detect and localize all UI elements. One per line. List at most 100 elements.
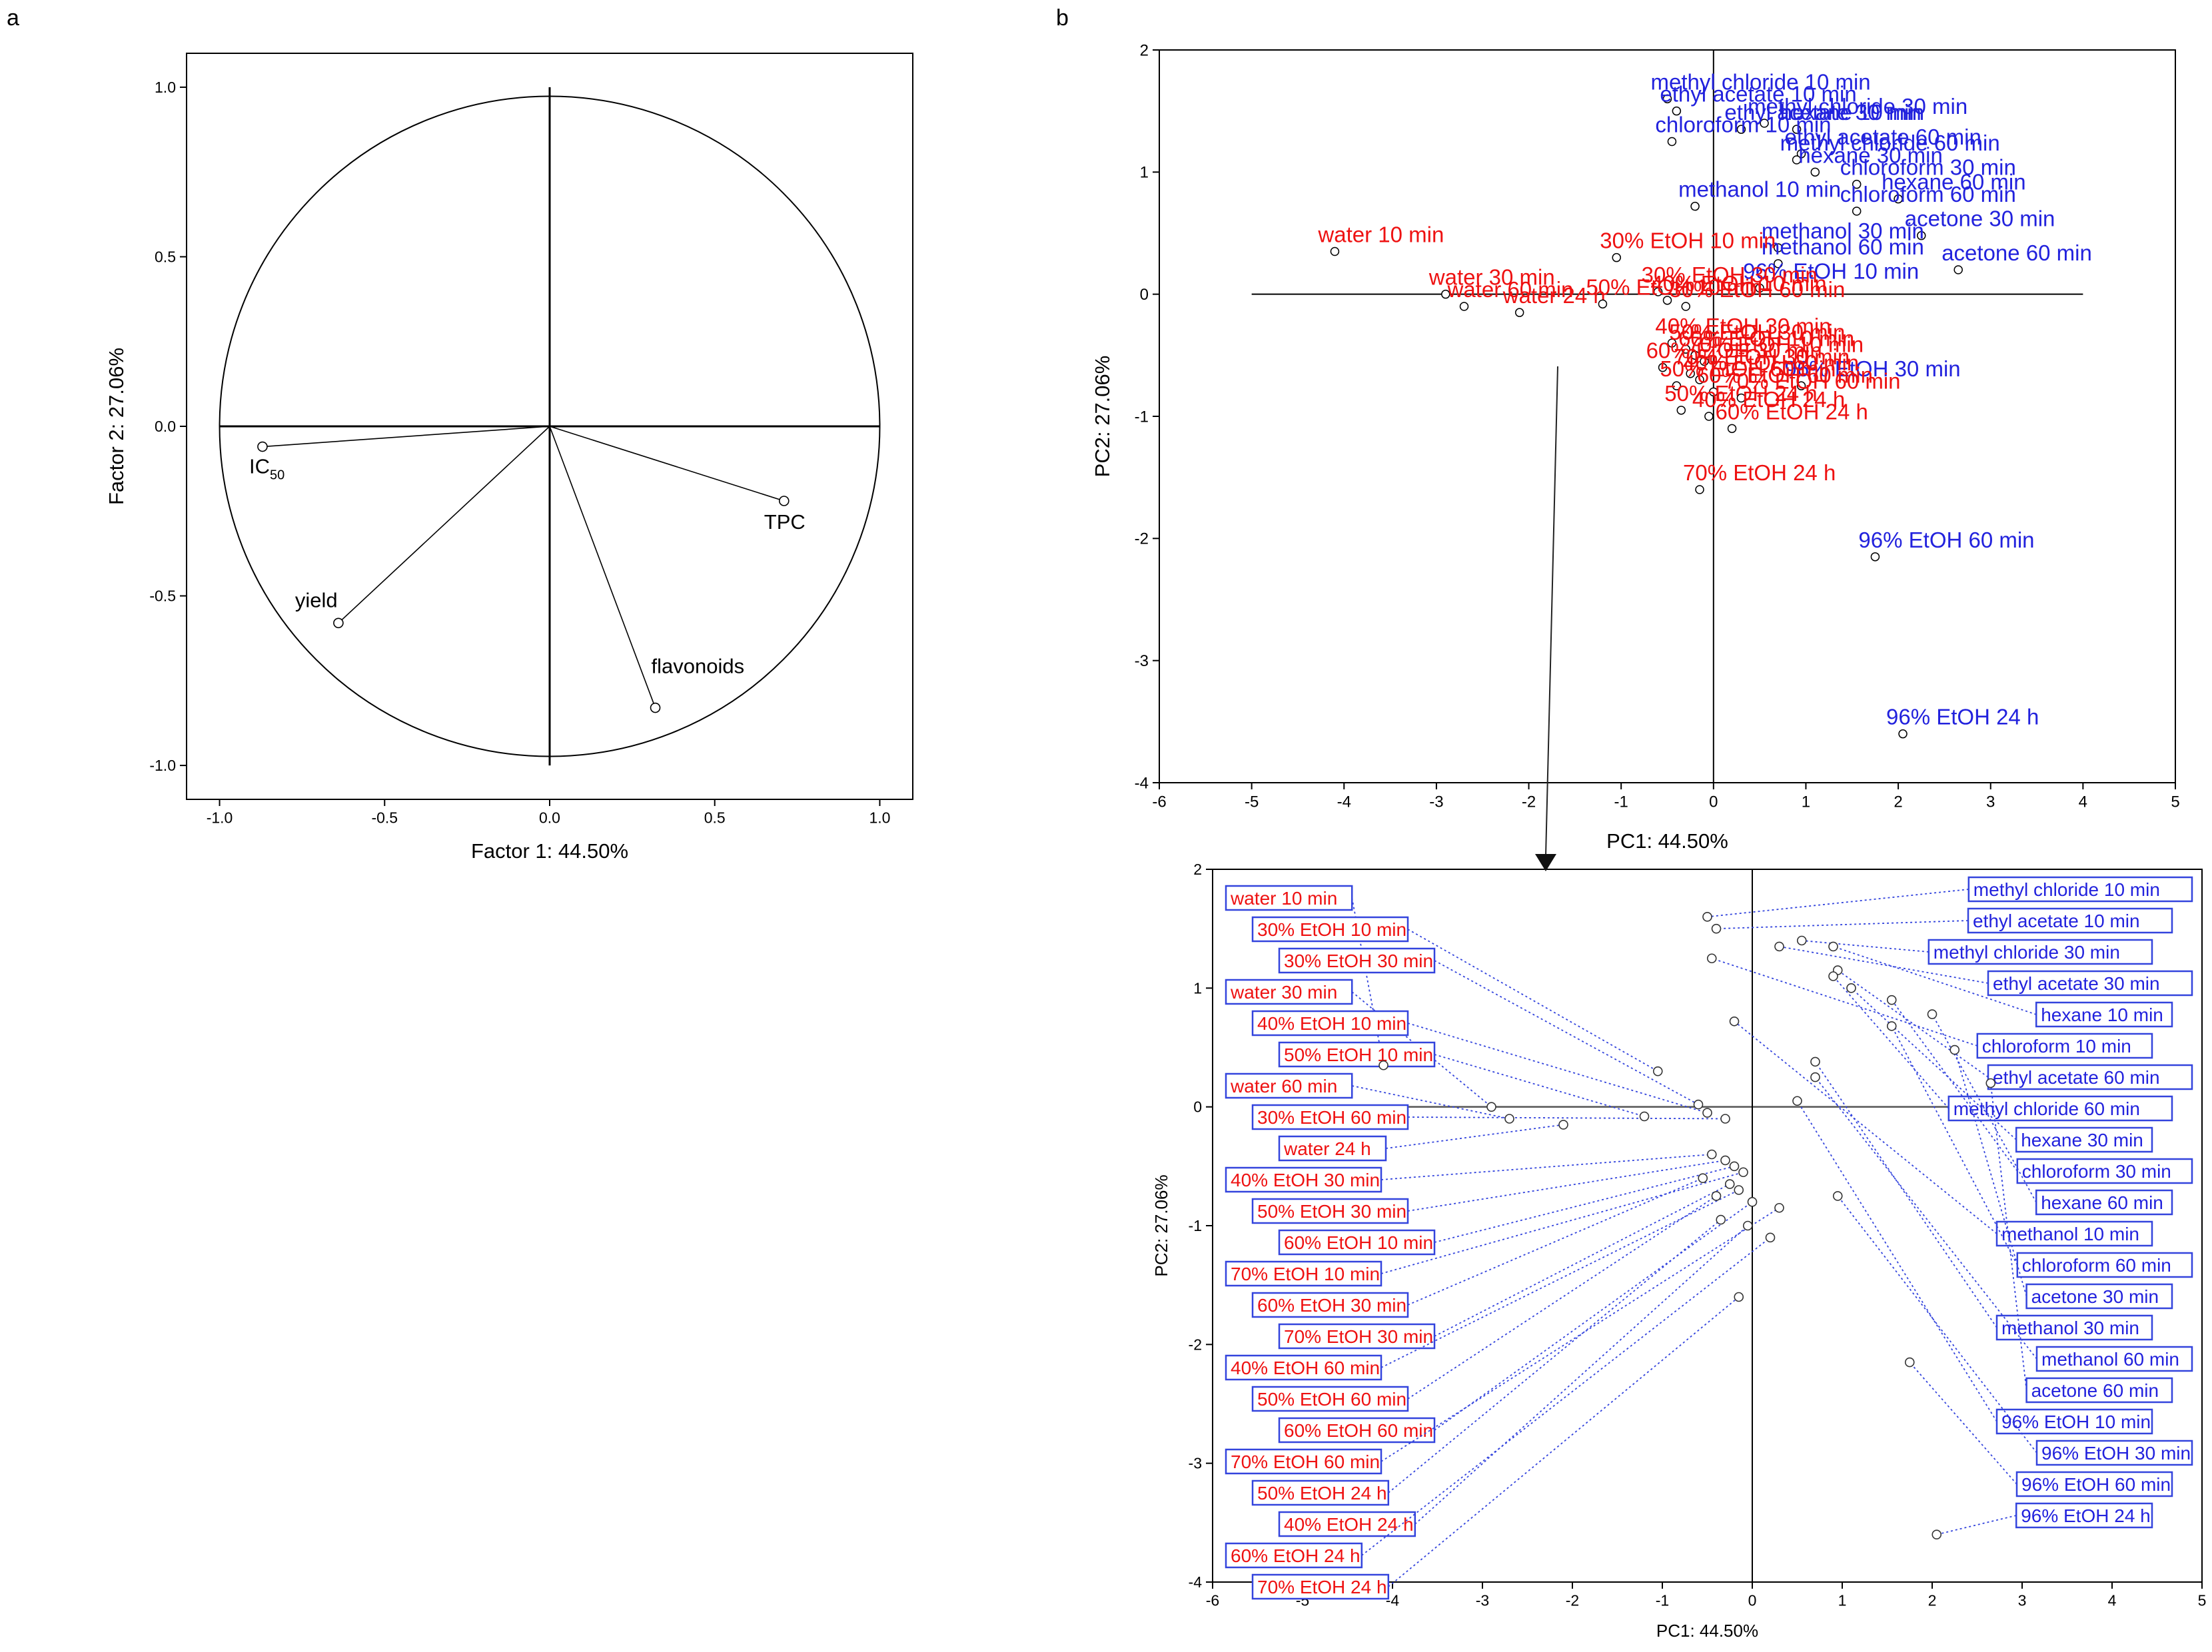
zoom-point-60pct-etoh-30-min bbox=[1698, 1173, 1708, 1183]
y-tick-label: -3 bbox=[1135, 652, 1149, 670]
zoom-label-chloroform-10-min: chloroform 10 min bbox=[1982, 1036, 2131, 1056]
loading-point-flavonoids bbox=[650, 702, 661, 713]
zoom-point-40pct-etoh-30-min bbox=[1706, 1149, 1717, 1160]
zoom-point-ethyl-acetate-30-min bbox=[1774, 941, 1784, 952]
zoom-point-70pct-etoh-60-min bbox=[1774, 1202, 1784, 1213]
score-point-30pct-etoh-30-min bbox=[1653, 287, 1663, 296]
zoom-label-40pct-etoh-24-h: 40% EtOH 24 h bbox=[1284, 1514, 1414, 1535]
zoom-label-96pct-etoh-60-min: 96% EtOH 60 min bbox=[2021, 1474, 2171, 1495]
zoom-point-50pct-etoh-60-min bbox=[1711, 1191, 1722, 1201]
score-point-40pct-etoh-24-h bbox=[1704, 412, 1714, 421]
score-point-water-60-min bbox=[1459, 302, 1469, 311]
score-point-chloroform-30-min bbox=[1852, 179, 1862, 189]
label-box-water-30-min bbox=[1225, 979, 1353, 1005]
x-tick-label: 4 bbox=[2079, 793, 2087, 811]
zoom-label-water-60-min: water 60 min bbox=[1230, 1076, 1337, 1096]
score-label-60pct-etoh-30-min: 60% EtOH 30 min bbox=[1646, 338, 1822, 363]
score-label-30pct-etoh-10-min: 30% EtOH 10 min bbox=[1600, 228, 1776, 253]
zoom-label-hexane-30-min: hexane 30 min bbox=[2021, 1130, 2143, 1150]
x-tick-label: -2 bbox=[1566, 1591, 1579, 1609]
score-point-water-30-min bbox=[1441, 289, 1450, 299]
score-label-96pct-etoh-60-min: 96% EtOH 60 min bbox=[1858, 528, 2034, 552]
score-point-50pct-etoh-10-min bbox=[1598, 299, 1608, 309]
leader-line-40pct-etoh-24-h bbox=[1414, 1225, 1748, 1525]
score-point-96pct-etoh-30-min bbox=[1796, 381, 1806, 390]
zoom-label-water-30-min: water 30 min bbox=[1230, 982, 1337, 1003]
label-box-ethyl-acetate-10-min bbox=[1967, 907, 2173, 934]
label-box-methyl-chloride-30-min bbox=[1928, 939, 2153, 965]
label-box-methanol-10-min bbox=[1995, 1220, 2153, 1247]
score-label-ethyl-acetate-10-min: ethyl acetate 10 min bbox=[1660, 82, 1856, 107]
leader-line-40pct-etoh-30-min bbox=[1381, 1154, 1712, 1180]
score-label-water-10-min: water 10 min bbox=[1317, 222, 1444, 247]
x-axis-label: PC1: 44.50% bbox=[1606, 829, 1728, 853]
x-tick-label: 3 bbox=[1986, 793, 1995, 811]
x-tick-label: -0.5 bbox=[371, 809, 398, 826]
y-axis-label: Factor 2: 27.06% bbox=[105, 348, 128, 505]
zoom-connector bbox=[1535, 366, 1558, 871]
loading-vector-yield bbox=[338, 426, 550, 623]
x-tick-label: 1 bbox=[1802, 793, 1810, 811]
leader-line-30pct-etoh-10-min bbox=[1407, 929, 1658, 1072]
score-label-water-24-h: water 24 h bbox=[1502, 283, 1606, 308]
zoom-label-96pct-etoh-24-h: 96% EtOH 24 h bbox=[2021, 1505, 2151, 1526]
leader-line-water-24-h bbox=[1385, 1124, 1564, 1149]
y-tick-label: -1.0 bbox=[149, 757, 176, 774]
zoom-point-acetone-60-min bbox=[1985, 1078, 1996, 1088]
score-label-60pct-etoh-10-min: 60% EtOH 10 min bbox=[1678, 326, 1854, 350]
score-point-60pct-etoh-24-h bbox=[1727, 424, 1737, 434]
zoom-label-methyl-chloride-60-min: methyl chloride 60 min bbox=[1953, 1098, 2140, 1119]
zoom-point-96pct-etoh-30-min bbox=[1832, 1191, 1843, 1201]
score-label-70pct-etoh-24-h: 70% EtOH 24 h bbox=[1683, 460, 1836, 485]
score-label-methyl-chloride-60-min: methyl chloride 60 min bbox=[1780, 131, 2000, 155]
zoom-label-40pct-etoh-30-min: 40% EtOH 30 min bbox=[1231, 1170, 1380, 1190]
loading-label-flavonoids: flavonoids bbox=[652, 655, 745, 678]
score-point-hexane-10-min bbox=[1792, 125, 1802, 134]
leader-line-50pct-etoh-30-min bbox=[1407, 1160, 1726, 1212]
label-box-70pct-etoh-60-min bbox=[1225, 1448, 1382, 1475]
zoom-point-30pct-etoh-60-min bbox=[1720, 1114, 1730, 1124]
loading-vector-flavonoids bbox=[549, 426, 656, 708]
loading-label-ic: IC50 bbox=[249, 455, 284, 483]
score-label-30pct-etoh-60-min: 30% EtOH 60 min bbox=[1669, 277, 1845, 302]
score-label-96pct-etoh-30-min: 96% EtOH 30 min bbox=[1785, 356, 1961, 381]
score-point-chloroform-10-min bbox=[1667, 137, 1677, 147]
x-tick-label: -5 bbox=[1245, 793, 1259, 811]
x-tick-label: -1.0 bbox=[207, 809, 233, 826]
leader-line-methyl-chloride-60-min bbox=[1832, 975, 1949, 1109]
score-point-50pct-etoh-60-min bbox=[1672, 381, 1682, 390]
score-label-50pct-etoh-60-min: 50% EtOH 60 min bbox=[1660, 356, 1836, 381]
zoom-label-50pct-etoh-30-min: 50% EtOH 30 min bbox=[1257, 1201, 1406, 1222]
label-box-methyl-chloride-60-min bbox=[1947, 1095, 2173, 1122]
score-point-methanol-60-min bbox=[1774, 259, 1783, 268]
score-label-hexane-60-min: hexane 60 min bbox=[1882, 170, 2025, 195]
y-tick-label: 1 bbox=[1193, 979, 1202, 997]
label-box-50pct-etoh-24-h bbox=[1251, 1479, 1390, 1506]
label-box-60pct-etoh-10-min bbox=[1278, 1229, 1436, 1256]
score-point-96pct-etoh-24-h bbox=[1898, 729, 1908, 739]
score-point-60pct-etoh-60-min bbox=[1709, 387, 1718, 397]
loading-label-tpc: TPC bbox=[764, 510, 806, 534]
zoom-label-30pct-etoh-30-min: 30% EtOH 30 min bbox=[1284, 951, 1433, 971]
x-tick-label: 5 bbox=[2198, 1591, 2207, 1609]
score-label-hexane-30-min: hexane 30 min bbox=[1798, 143, 1942, 167]
leader-line-60pct-etoh-24-h bbox=[1361, 1237, 1771, 1556]
label-box-96pct-etoh-60-min bbox=[2015, 1471, 2173, 1497]
panel-label-b: b bbox=[1056, 5, 1069, 31]
score-point-70pct-etoh-60-min bbox=[1736, 393, 1746, 403]
leader-line-70pct-etoh-30-min bbox=[1434, 1183, 1730, 1337]
zoom-label-methanol-30-min: methanol 30 min bbox=[2001, 1318, 2139, 1338]
zoom-point-96pct-etoh-10-min bbox=[1792, 1096, 1802, 1106]
score-point-96pct-etoh-60-min bbox=[1870, 552, 1880, 562]
leader-line-96pct-etoh-24-h bbox=[1936, 1515, 2017, 1535]
zoom-label-70pct-etoh-30-min: 70% EtOH 30 min bbox=[1284, 1326, 1433, 1347]
y-tick-label: 0.5 bbox=[155, 248, 176, 266]
y-tick-label: -0.5 bbox=[149, 588, 176, 605]
zoom-label-acetone-30-min: acetone 30 min bbox=[2031, 1286, 2159, 1307]
score-point-60pct-etoh-10-min bbox=[1690, 350, 1700, 360]
score-point-70pct-etoh-30-min bbox=[1686, 369, 1695, 378]
score-label-methyl-chloride-10-min: methyl chloride 10 min bbox=[1651, 69, 1871, 94]
label-box-60pct-etoh-30-min bbox=[1251, 1292, 1409, 1318]
label-box-50pct-etoh-10-min bbox=[1278, 1041, 1436, 1068]
